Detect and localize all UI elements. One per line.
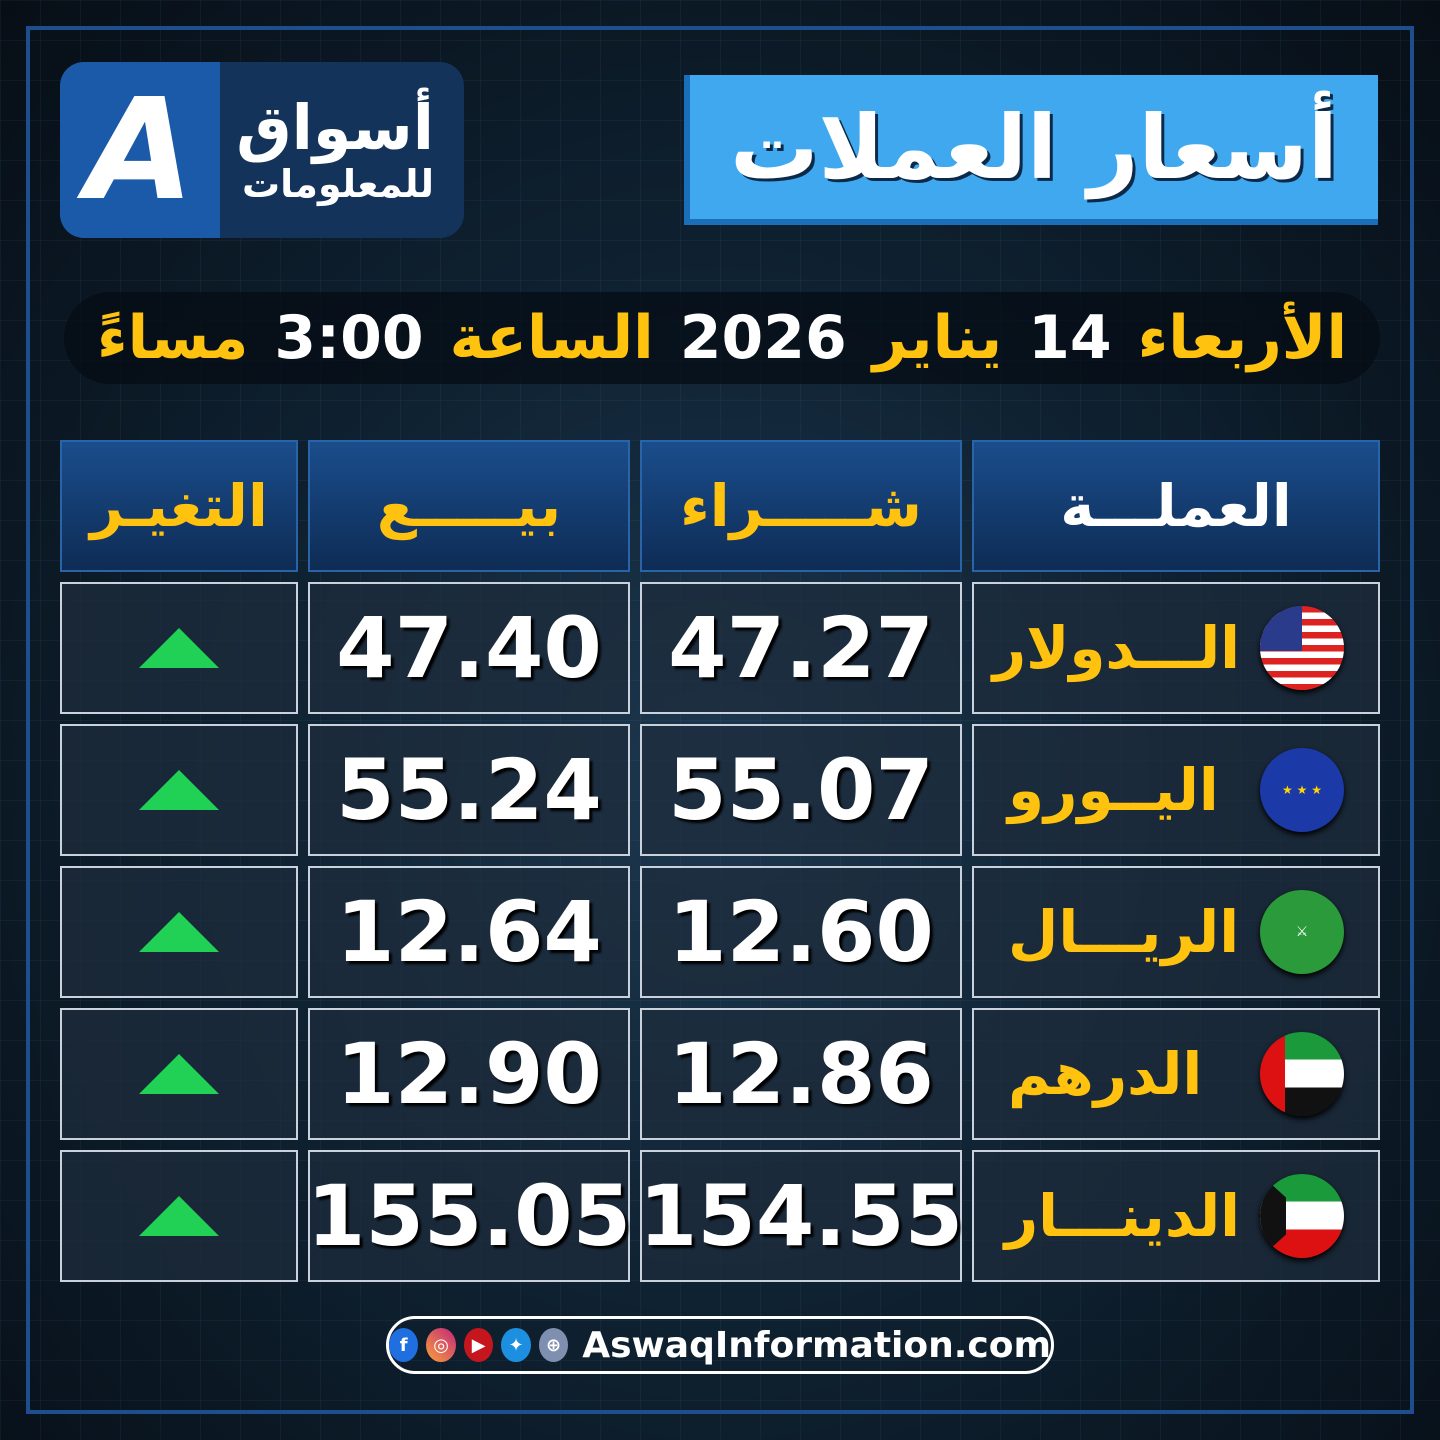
sell-price: 12.90 — [308, 1008, 630, 1140]
header-sell: بيـــــع — [308, 440, 630, 572]
globe-icon[interactable]: ⊕ — [538, 1328, 569, 1362]
arrow-up-icon — [139, 770, 219, 810]
month: يناير — [872, 303, 1003, 373]
change-cell — [60, 866, 298, 998]
buy-price: 12.60 — [640, 866, 962, 998]
twitter-icon[interactable]: ✦ — [501, 1328, 531, 1362]
change-cell — [60, 1150, 298, 1282]
header-currency: العملـــة — [972, 440, 1380, 572]
logo-line2: للمعلومات — [241, 162, 434, 207]
buy-price: 47.27 — [640, 582, 962, 714]
sell-price: 47.40 — [308, 582, 630, 714]
footer-bar: f ◎ ▶ ✦ ⊕ AswaqInformation.com — [386, 1316, 1054, 1374]
arrow-up-icon — [139, 628, 219, 668]
frame-border — [26, 26, 1414, 1414]
sell-price: 155.05 — [307, 1150, 631, 1282]
time: 3:00 — [274, 303, 424, 373]
youtube-icon[interactable]: ▶ — [463, 1328, 494, 1362]
currency-cell: ★ ★ ★ اليــورو — [972, 724, 1380, 856]
change-cell — [60, 582, 298, 714]
change-cell — [60, 724, 298, 856]
currency-name: الدرهم — [1008, 1040, 1203, 1108]
currency-cell: الـــدولار — [972, 582, 1380, 714]
arrow-up-icon — [139, 1196, 219, 1236]
year: 2026 — [679, 303, 847, 373]
sell-price: 12.64 — [308, 866, 630, 998]
website-link[interactable]: AswaqInformation.com — [582, 1324, 1052, 1366]
us-flag-icon — [1260, 606, 1344, 690]
hour-label: الساعة — [449, 303, 654, 373]
currency-table: العملـــة شـــــراء بيـــــع التغيـر الـ… — [60, 440, 1380, 1282]
date-number: 14 — [1028, 303, 1112, 373]
logo-line1: أسواق — [236, 90, 434, 164]
arrow-up-icon — [139, 912, 219, 952]
currency-name: اليــورو — [1008, 756, 1219, 824]
page-title: أسعار العملات — [684, 75, 1378, 225]
currency-name: الريـــال — [1008, 898, 1240, 966]
day: الأربعاء — [1137, 303, 1348, 373]
eu-flag-icon: ★ ★ ★ — [1260, 748, 1344, 832]
date-bar: الأربعاء 14 يناير 2026 الساعة 3:00 مساءً — [64, 292, 1380, 384]
arrow-up-icon — [139, 1054, 219, 1094]
ae-flag-icon — [1260, 1032, 1344, 1116]
header-change: التغيـر — [60, 440, 298, 572]
buy-price: 154.55 — [639, 1150, 963, 1282]
logo-mark: A — [60, 62, 220, 238]
kw-flag-icon — [1260, 1174, 1344, 1258]
buy-price: 55.07 — [640, 724, 962, 856]
currency-cell: الدينـــار — [972, 1150, 1380, 1282]
currency-cell: ⚔ الريـــال — [972, 866, 1380, 998]
facebook-icon[interactable]: f — [388, 1328, 419, 1362]
instagram-icon[interactable]: ◎ — [426, 1328, 456, 1362]
currency-name: الـــدولار — [992, 614, 1240, 682]
buy-price: 12.86 — [640, 1008, 962, 1140]
logo-text: أسواق للمعلومات — [220, 62, 464, 238]
sa-flag-icon: ⚔ — [1260, 890, 1344, 974]
period: مساءً — [97, 303, 249, 373]
header-buy: شـــــراء — [640, 440, 962, 572]
logo: A أسواق للمعلومات — [60, 62, 464, 238]
currency-cell: الدرهم — [972, 1008, 1380, 1140]
change-cell — [60, 1008, 298, 1140]
currency-name: الدينـــار — [1004, 1182, 1240, 1250]
sell-price: 55.24 — [308, 724, 630, 856]
